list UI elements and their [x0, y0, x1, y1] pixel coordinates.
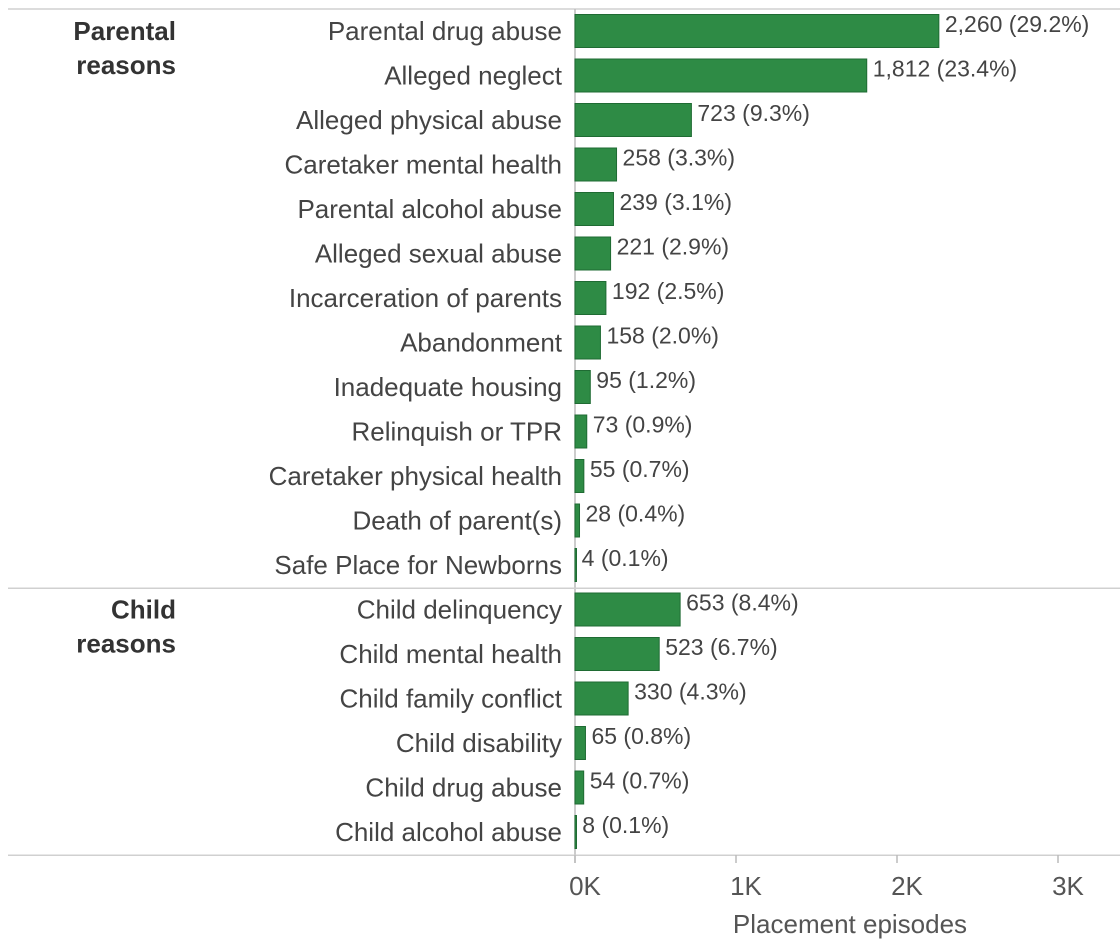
category-label: Alleged sexual abuse — [315, 239, 562, 269]
data-label: 523 (6.7%) — [665, 634, 778, 660]
bar — [574, 281, 607, 315]
data-label: 2,260 (29.2%) — [945, 11, 1089, 37]
x-tick-label: 2K — [891, 871, 923, 901]
data-label: 330 (4.3%) — [634, 679, 747, 705]
bar — [574, 414, 588, 449]
category-label: Child alcohol abuse — [335, 817, 562, 847]
data-label: 73 (0.9%) — [593, 412, 693, 438]
data-label: 239 (3.1%) — [619, 189, 732, 215]
category-label: Parental drug abuse — [328, 16, 562, 46]
data-label: 4 (0.1%) — [582, 545, 669, 571]
x-tick-label: 0K — [569, 871, 601, 901]
bar — [574, 14, 940, 48]
bar — [574, 681, 629, 716]
category-label: Inadequate housing — [334, 372, 562, 402]
bar — [574, 592, 681, 627]
bar — [574, 459, 585, 493]
category-label: Child mental health — [339, 639, 562, 669]
data-label: 221 (2.9%) — [617, 234, 730, 260]
data-label: 258 (3.3%) — [623, 145, 736, 171]
category-label: Child drug abuse — [365, 773, 562, 803]
category-label: Alleged physical abuse — [296, 105, 562, 135]
bar — [574, 503, 581, 538]
x-tick-label: 3K — [1052, 871, 1084, 901]
category-label: Parental alcohol abuse — [297, 194, 562, 224]
data-label: 192 (2.5%) — [612, 278, 725, 304]
category-label: Caretaker mental health — [285, 150, 562, 180]
category-label: Child disability — [396, 728, 562, 758]
x-axis-title: Placement episodes — [733, 909, 967, 939]
category-label: Abandonment — [400, 328, 563, 358]
data-label: 1,812 (23.4%) — [873, 56, 1017, 82]
group-label: reasons — [76, 629, 176, 659]
category-label: Alleged neglect — [384, 61, 563, 91]
bar — [574, 103, 692, 137]
category-label: Caretaker physical health — [269, 461, 562, 491]
bar — [574, 726, 586, 760]
bar — [574, 548, 577, 582]
data-label: 55 (0.7%) — [590, 456, 690, 482]
category-label: Child delinquency — [357, 595, 562, 625]
category-label: Safe Place for Newborns — [274, 550, 562, 580]
data-label: 28 (0.4%) — [586, 501, 686, 527]
category-label: Relinquish or TPR — [351, 417, 562, 447]
bar — [574, 325, 601, 360]
data-label: 54 (0.7%) — [590, 768, 690, 794]
bar — [574, 370, 591, 404]
bar — [574, 147, 618, 182]
group-label: Parental — [73, 16, 176, 46]
data-label: 158 (2.0%) — [606, 323, 719, 349]
bar — [574, 58, 868, 93]
x-tick-label: 1K — [730, 871, 762, 901]
group-label: reasons — [76, 50, 176, 80]
group-label: Child — [111, 595, 176, 625]
category-label: Incarceration of parents — [289, 283, 562, 313]
category-label: Death of parent(s) — [352, 506, 562, 536]
bar — [574, 236, 612, 271]
data-label: 95 (1.2%) — [596, 367, 696, 393]
data-label: 65 (0.8%) — [591, 723, 691, 749]
data-label: 8 (0.1%) — [582, 812, 669, 838]
data-label: 723 (9.3%) — [697, 100, 810, 126]
bar — [574, 770, 585, 805]
category-label: Child family conflict — [339, 684, 562, 714]
bar — [574, 815, 577, 849]
bar — [574, 637, 660, 671]
data-label: 653 (8.4%) — [686, 590, 799, 616]
bar — [574, 192, 614, 226]
